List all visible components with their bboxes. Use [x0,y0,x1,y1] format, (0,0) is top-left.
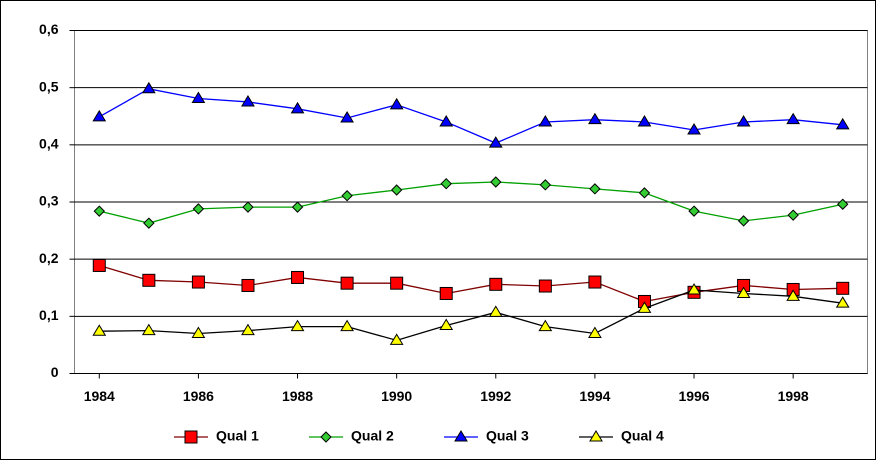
y-tick-label: 0,5 [39,78,59,94]
marker [637,301,652,313]
marker [241,278,255,292]
marker [141,323,156,336]
marker [489,277,503,291]
marker [835,296,850,308]
marker [340,319,354,332]
marker [787,209,799,221]
marker [439,318,454,330]
marker [539,179,552,191]
y-tick-label: 0,2 [39,250,59,266]
marker [341,190,353,202]
marker [837,198,849,210]
marker [736,114,751,127]
legend-label: Qual 3 [486,428,529,444]
legend-marker [454,430,468,442]
marker [291,201,304,213]
marker [93,205,105,217]
marker [688,205,700,217]
marker [786,289,801,301]
marker [588,275,602,289]
marker [142,273,156,287]
marker [191,275,205,289]
y-tick-label: 0 [51,364,59,380]
marker [143,217,155,229]
marker [290,319,305,332]
y-tick-label: 0,3 [39,193,59,209]
marker [538,319,553,332]
marker [786,112,801,125]
marker [191,91,206,104]
legend-marker [184,430,198,444]
marker [389,333,404,345]
marker [340,276,354,290]
legend-label: Qual 2 [351,428,394,444]
marker [737,215,750,227]
marker [291,270,305,284]
x-tick-label: 1986 [183,388,214,404]
x-tick-label: 1990 [381,388,412,404]
marker [390,276,404,290]
y-tick-label: 0,1 [39,307,59,323]
marker [736,286,751,298]
marker [687,122,701,135]
marker [687,283,701,295]
x-tick-label: 1984 [84,388,115,404]
x-tick-label: 1992 [480,388,511,404]
series-line [98,88,843,144]
series-line [99,289,843,342]
marker [637,114,652,127]
legend-marker [589,430,603,442]
legend-label: Qual 1 [216,428,259,444]
marker [92,258,106,272]
marker [290,101,305,114]
marker [440,177,452,190]
legend-label: Qual 4 [621,428,664,444]
marker [241,94,255,107]
marker [836,281,850,295]
marker [490,176,502,188]
marker [488,136,503,148]
marker [92,324,107,336]
marker [241,323,255,336]
x-tick-label: 1996 [678,388,709,404]
x-tick-label: 1994 [579,388,610,404]
marker [340,110,354,123]
series-line [99,264,843,303]
marker [488,305,503,317]
marker [389,97,404,110]
marker [439,286,453,300]
marker [192,203,205,215]
marker [92,109,107,122]
marker [588,112,602,125]
x-tick-label: 1988 [282,388,313,404]
marker [538,279,552,293]
marker [390,184,403,196]
marker [589,183,601,195]
marker [141,81,156,94]
marker [191,326,206,338]
y-tick-label: 0,4 [39,136,59,152]
marker [439,114,454,127]
series-line [99,181,843,224]
marker [588,326,602,338]
marker [638,187,651,199]
marker [242,201,254,213]
marker [835,117,850,130]
y-tick-label: 0,6 [39,21,59,37]
legend-marker [320,431,332,443]
marker [538,114,553,127]
x-tick-label: 1998 [778,388,809,404]
